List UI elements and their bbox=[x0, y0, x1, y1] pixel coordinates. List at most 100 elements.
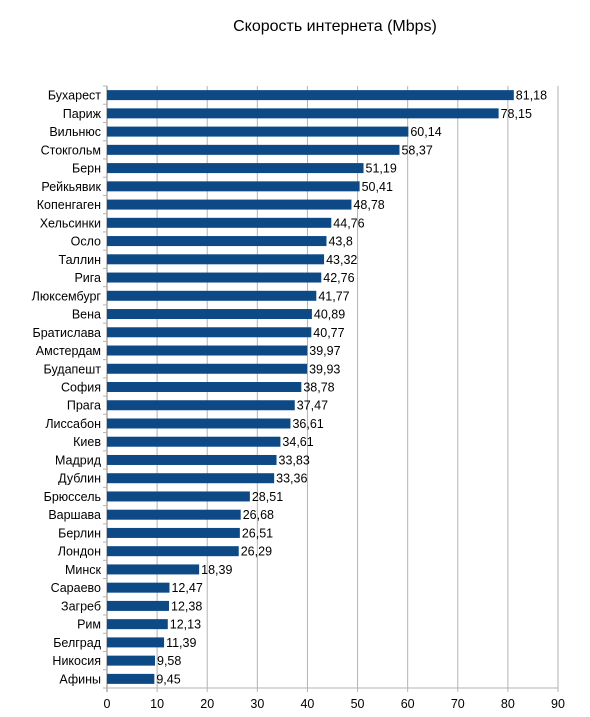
data-label: 43,32 bbox=[326, 253, 357, 267]
category-label: София bbox=[61, 381, 101, 395]
category-label: Лиссабон bbox=[45, 417, 101, 431]
bar bbox=[107, 473, 275, 484]
bar bbox=[107, 637, 165, 648]
category-label: Братислава bbox=[33, 326, 102, 340]
data-label: 42,76 bbox=[323, 271, 354, 285]
data-label: 60,14 bbox=[410, 125, 441, 139]
bar bbox=[107, 436, 281, 447]
bar bbox=[107, 345, 308, 356]
data-label: 41,77 bbox=[318, 289, 349, 303]
data-label: 26,51 bbox=[242, 526, 273, 540]
chart-title: Скорость интернета (Mbps) bbox=[233, 18, 437, 35]
category-label: Брюссель bbox=[44, 490, 101, 504]
data-label: 12,13 bbox=[170, 618, 201, 632]
category-label: Париж bbox=[63, 107, 102, 121]
x-tick-label: 0 bbox=[104, 697, 111, 711]
data-label: 48,78 bbox=[353, 198, 384, 212]
data-label: 58,37 bbox=[401, 143, 432, 157]
x-tick-label: 40 bbox=[300, 697, 314, 711]
bar bbox=[107, 363, 308, 374]
category-label: Мадрид bbox=[55, 453, 102, 467]
data-label: 40,77 bbox=[313, 326, 344, 340]
data-label: 38,78 bbox=[303, 381, 334, 395]
category-label: Рейкьявик bbox=[41, 180, 101, 194]
category-label: Рига bbox=[74, 271, 101, 285]
bar bbox=[107, 309, 312, 320]
category-label: Стокгольм bbox=[41, 143, 101, 157]
bar bbox=[107, 673, 155, 684]
bar bbox=[107, 582, 170, 593]
bar bbox=[107, 236, 327, 247]
bar bbox=[107, 619, 168, 630]
data-label: 37,47 bbox=[297, 399, 328, 413]
category-label: Осло bbox=[71, 235, 101, 249]
bar bbox=[107, 600, 170, 611]
data-label: 50,41 bbox=[362, 180, 393, 194]
data-label: 34,61 bbox=[282, 435, 313, 449]
bar bbox=[107, 655, 156, 666]
bar bbox=[107, 108, 499, 119]
bar bbox=[107, 272, 322, 283]
data-label: 12,47 bbox=[171, 581, 202, 595]
x-tick-label: 90 bbox=[551, 697, 565, 711]
data-label: 12,38 bbox=[171, 599, 202, 613]
data-labels: 81,18 78,15 60,14 58,37 51,19 50,41 48,78 44,76… bbox=[156, 89, 547, 687]
bar bbox=[107, 382, 302, 392]
category-label: Никосия bbox=[52, 654, 101, 668]
data-label: 18,39 bbox=[201, 563, 232, 577]
category-label: Вена bbox=[72, 308, 101, 322]
category-label: Афины bbox=[59, 672, 101, 686]
data-label: 26,68 bbox=[243, 508, 274, 522]
bar bbox=[107, 163, 364, 174]
category-label: Лондон bbox=[58, 545, 101, 559]
x-tick-label: 10 bbox=[150, 697, 164, 711]
data-label: 9,45 bbox=[156, 672, 180, 686]
bar bbox=[107, 491, 250, 502]
x-tick-label: 20 bbox=[200, 697, 214, 711]
bar bbox=[107, 144, 400, 155]
category-label: Минск bbox=[65, 563, 102, 577]
bar bbox=[107, 90, 514, 101]
data-label: 33,36 bbox=[276, 472, 307, 486]
bar bbox=[107, 181, 360, 192]
value-axis: 0 10 20 30 40 50 60 70 80 90 bbox=[104, 697, 565, 711]
bar bbox=[107, 546, 239, 557]
x-tick-label: 50 bbox=[351, 697, 365, 711]
bar bbox=[107, 290, 317, 301]
category-label: Копенгаген bbox=[37, 198, 101, 212]
data-label: 28,51 bbox=[252, 490, 283, 504]
x-tick-label: 70 bbox=[451, 697, 465, 711]
category-axis: Бухарест Париж Вильнюс Стокгольм Берн Рейкьяв… bbox=[32, 89, 102, 687]
category-label: Прага bbox=[67, 399, 101, 413]
category-label: Берлин bbox=[58, 526, 101, 540]
data-label: 26,29 bbox=[241, 545, 272, 559]
data-label: 81,18 bbox=[516, 89, 547, 103]
bar bbox=[107, 454, 277, 465]
x-tick-label: 60 bbox=[401, 697, 415, 711]
data-label: 33,83 bbox=[279, 453, 310, 467]
bar bbox=[107, 400, 295, 411]
data-label: 43,8 bbox=[328, 235, 352, 249]
category-label: Хельсинки bbox=[40, 216, 101, 230]
category-label: Варшава bbox=[48, 508, 101, 522]
category-label: Рим bbox=[77, 618, 101, 632]
category-label: Дублин bbox=[58, 472, 101, 486]
category-label: Загреб bbox=[61, 599, 101, 613]
bar bbox=[107, 509, 241, 520]
data-label: 11,39 bbox=[166, 636, 196, 650]
category-label: Таллин bbox=[59, 253, 102, 267]
category-label: Будапешт bbox=[44, 362, 102, 376]
bar bbox=[107, 126, 409, 137]
data-label: 39,93 bbox=[309, 362, 340, 376]
bar bbox=[107, 527, 240, 538]
data-label: 9,58 bbox=[157, 654, 181, 668]
category-label: Амстердам bbox=[36, 344, 101, 358]
bar bbox=[107, 418, 291, 429]
category-label: Бухарест bbox=[48, 89, 101, 103]
bar bbox=[107, 564, 200, 575]
bars bbox=[107, 90, 514, 684]
data-label: 51,19 bbox=[366, 162, 397, 176]
data-label: 36,61 bbox=[292, 417, 323, 431]
category-label: Белград bbox=[53, 636, 101, 650]
data-label: 40,89 bbox=[314, 308, 345, 322]
